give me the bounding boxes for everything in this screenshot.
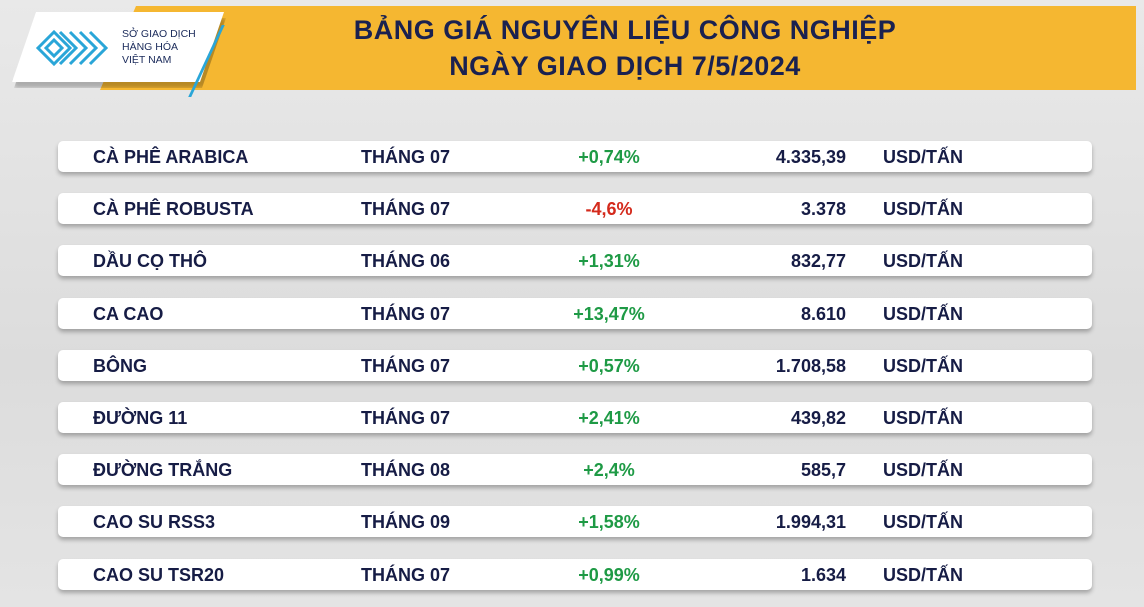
table-row: DẦU CỌ THÔ THÁNG 06 +1,31% 832,77 USD/TẤN [58,245,1092,277]
contract-month: THÁNG 09 [361,512,451,533]
price-change: +1,58% [578,512,640,533]
price-value: 4.335,39 [775,147,846,167]
table-row: CÀ PHÊ ROBUSTA THÁNG 07 -4,6% 3.378 USD/TẤN [58,193,1092,225]
page-title: BẢNG GIÁ NGUYÊN LIỆU CÔNG NGHIỆP NGÀY GI… [250,12,1000,84]
table-row: ĐƯỜNG TRẮNG THÁNG 08 +2,4% 585,7 USD/TẤN [58,454,1092,486]
price-change: +0,74% [578,147,640,167]
title-line-2: NGÀY GIAO DỊCH 7/5/2024 [449,51,801,81]
price-unit: USD/TẤN [883,251,963,272]
price-change: +2,4% [583,460,635,481]
contract-month: THÁNG 07 [361,355,451,376]
commodity-name: CAO SU TSR20 [93,564,225,585]
price-value: 3.378 [800,199,846,220]
commodity-name: CAO SU RSS3 [93,512,216,533]
logo-mark-icon [36,29,109,67]
price-value: 8.610 [800,303,846,324]
price-change: +0,99% [578,564,640,585]
price-change: -4,6% [585,199,633,220]
commodity-name: DẦU CỌ THÔ [93,251,207,272]
price-change: +0,57% [578,355,640,376]
price-change: +1,31% [578,251,640,272]
price-value: 439,82 [790,408,846,428]
price-change: +2,41% [578,408,640,428]
contract-month: THÁNG 06 [361,251,451,272]
contract-month: THÁNG 08 [361,460,451,481]
contract-month: THÁNG 07 [361,303,451,324]
commodity-name: ĐƯỜNG 11 [93,408,188,428]
logo-line: HÀNG HÓA [122,41,179,53]
price-value: 1.634 [800,564,846,585]
price-unit: USD/TẤN [883,512,963,533]
table-row: CAO SU RSS3 THÁNG 09 +1,58% 1.994,31 USD/TẤN [58,506,1092,538]
contract-month: THÁNG 07 [361,564,451,585]
commodity-name: CÀ PHÊ ARABICA [93,147,249,167]
contract-month: THÁNG 07 [361,199,451,220]
contract-month: THÁNG 07 [361,147,451,167]
price-value: 1.994,31 [775,512,846,533]
price-value: 585,7 [800,460,846,481]
table-row: CA CAO THÁNG 07 +13,47% 8.610 USD/TẤN [58,297,1092,329]
commodity-name: CA CAO [93,303,164,324]
price-unit: USD/TẤN [883,199,963,220]
logo-line: VIỆT NAM [122,54,172,66]
logo: SỞ GIAO DỊCH HÀNG HÓA VIỆT NAM [12,12,224,82]
logo-line: SỞ GIAO DỊCH [122,28,196,40]
table-row: CAO SU TSR20 THÁNG 07 +0,99% 1.634 USD/TẤN [58,558,1092,590]
contract-month: THÁNG 07 [361,408,451,428]
price-unit: USD/TẤN [883,303,963,324]
price-unit: USD/TẤN [883,147,963,167]
price-value: 832,77 [790,251,846,272]
logo-text: SỞ GIAO DỊCH HÀNG HÓA VIỆT NAM [122,28,196,67]
table-row: BÔNG THÁNG 07 +0,57% 1.708,58 USD/TẤN [58,349,1092,381]
title-line-1: BẢNG GIÁ NGUYÊN LIỆU CÔNG NGHIỆP [353,15,897,45]
commodity-name: CÀ PHÊ ROBUSTA [93,199,254,220]
price-unit: USD/TẤN [883,355,963,376]
commodity-name: BÔNG [93,355,147,376]
commodity-name: ĐƯỜNG TRẮNG [93,460,233,481]
price-change: +13,47% [573,303,645,324]
table-row: CÀ PHÊ ARABICA THÁNG 07 +0,74% 4.335,39 USD/… [58,141,1092,172]
price-unit: USD/TẤN [883,460,963,481]
table-row: ĐƯỜNG 11 THÁNG 07 +2,41% 439,82 USD/TẤN [58,402,1092,433]
price-unit: USD/TẤN [883,408,963,428]
price-unit: USD/TẤN [883,564,963,585]
price-value: 1.708,58 [775,355,846,376]
header-banner [100,6,1136,90]
